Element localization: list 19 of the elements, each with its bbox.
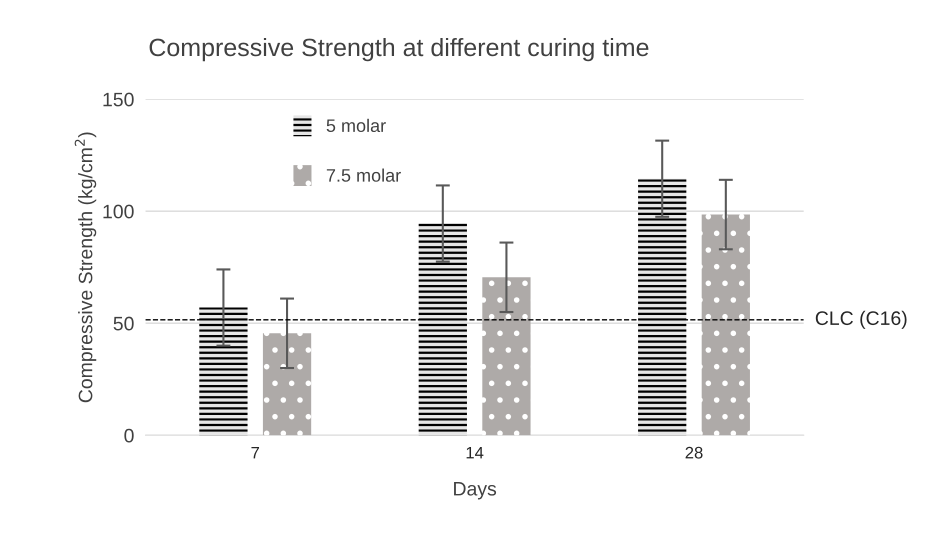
- x-axis-title: Days: [454, 482, 496, 500]
- bar: [262, 333, 312, 436]
- y-tick-label: 100: [103, 204, 134, 218]
- y-tick-label: 0: [124, 428, 134, 442]
- ref-line-label: CLC (C16): [816, 310, 907, 329]
- x-tick-label: 7: [251, 446, 260, 458]
- bar: [199, 308, 248, 436]
- bar: [482, 277, 531, 436]
- legend-label: 7.5 molar: [326, 168, 401, 182]
- bar: [418, 224, 467, 436]
- y-tick-label: 50: [114, 316, 134, 330]
- y-axis-title: Compressive Strength (kg/cm$^{2}$): [74, 132, 96, 402]
- x-tick-label: 14: [466, 446, 484, 458]
- legend-label: 5 molar: [326, 118, 386, 132]
- x-tick-label: 28: [686, 446, 703, 459]
- chart-title: Compressive Strength at different curing time: [150, 38, 648, 62]
- bar: [702, 214, 750, 436]
- y-tick-label: 150: [103, 92, 134, 106]
- bar: [638, 178, 686, 436]
